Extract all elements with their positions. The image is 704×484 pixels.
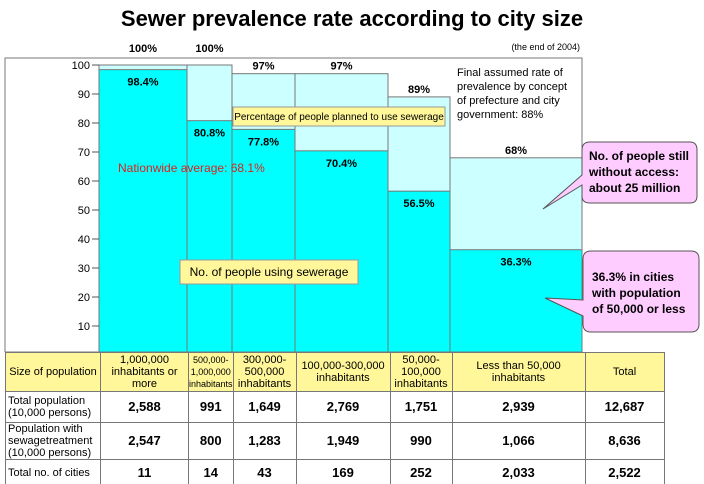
svg-text:with population: with population (591, 286, 681, 300)
table-row: Total no. of cities 11 14 43 169 252 2,0… (5, 459, 665, 484)
cell: 1,949 (295, 422, 391, 460)
y-tick-label: 100 (72, 60, 90, 72)
svg-text:without access:: without access: (588, 165, 679, 179)
y-tick-label: 70 (78, 147, 90, 159)
cell: 14 (188, 459, 234, 484)
header-cell: 100,000-300,000 inhabitants (295, 352, 391, 392)
cell: 12,687 (584, 391, 665, 423)
cell: 800 (188, 422, 234, 460)
sewer-chart: Sewer prevalence rate according to city … (4, 6, 700, 353)
cell: 1,066 (451, 422, 586, 460)
using-label: 70.4% (326, 158, 357, 170)
chart-subtitle: (the end of 2004) (511, 42, 580, 52)
header-cell: 300,000-500,000 inhabitants (232, 352, 297, 392)
cell: 43 (232, 459, 297, 484)
legend-using-box (179, 259, 359, 285)
cell: 2,522 (584, 459, 665, 484)
header-cell: 500,000-1,000,000 inhabitants (188, 352, 234, 392)
y-tick-label: 60 (78, 176, 90, 188)
cell: 2,547 (100, 422, 189, 460)
planned-label: 68% (505, 145, 527, 157)
using-label: 98.4% (127, 77, 158, 89)
cell: 990 (389, 422, 453, 460)
cell: 252 (389, 459, 453, 484)
legend-using: No. of people using sewerage (190, 265, 349, 279)
cell: 1,649 (232, 391, 297, 423)
data-table: Size of population 1,000,000 inhabitants… (5, 352, 665, 484)
cell: 2,769 (295, 391, 391, 423)
svg-text:No. of people still: No. of people still (589, 149, 689, 163)
row-label: Total population (10,000 persons) (5, 391, 101, 423)
y-tick-label: 80 (78, 118, 90, 130)
using-label: 56.5% (403, 198, 434, 210)
nationwide-average: Nationwide average: 68.1% (118, 161, 265, 175)
cell: 11 (100, 459, 189, 484)
table-header-row: Size of population 1,000,000 inhabitants… (5, 352, 665, 392)
planned-label: 97% (252, 61, 274, 73)
using-bar (186, 120, 233, 353)
cell: 1,751 (389, 391, 453, 423)
header-cell: Less than 50,000 inhabitants (451, 352, 586, 392)
table-row: Total population (10,000 persons) 2,588 … (5, 391, 665, 423)
cell: 169 (295, 459, 391, 484)
using-label: 80.8% (194, 128, 225, 140)
svg-text:of prefecture and city: of prefecture and city (457, 95, 560, 107)
callout-small-cities: 36.3% in cities with population of 50,00… (544, 250, 700, 333)
cell: 991 (188, 391, 234, 423)
y-tick-label: 90 (78, 89, 90, 101)
y-tick-label: 10 (78, 321, 90, 333)
svg-text:Final assumed rate of: Final assumed rate of (457, 67, 564, 79)
y-tick-label: 50 (78, 205, 90, 217)
planned-label: 100% (129, 43, 157, 55)
svg-text:government: 88%: government: 88% (457, 109, 543, 121)
y-tick-label: 40 (78, 234, 90, 246)
using-bar (98, 69, 188, 353)
header-cell: 50,000-100,000 inhabitants (389, 352, 453, 392)
using-label: 36.3% (500, 257, 531, 269)
legend-planned-box (232, 106, 446, 127)
planned-label: 97% (330, 61, 352, 73)
final-rate-note: Final assumed rate of prevalence by conc… (457, 67, 567, 121)
cell: 2,033 (451, 459, 586, 484)
cell: 1,283 (232, 422, 297, 460)
cell: 8,636 (584, 422, 665, 460)
chart-title: Sewer prevalence rate according to city … (121, 6, 583, 31)
using-bar (231, 128, 296, 353)
legend-planned: Percentage of people planned to use sewe… (234, 112, 444, 123)
svg-text:about 25 million: about 25 million (589, 181, 680, 195)
row-label: Population with sewagetreatment (10,000 … (5, 422, 101, 460)
y-tick-label: 30 (78, 263, 90, 275)
using-bar (387, 190, 451, 353)
cell: 2,588 (100, 391, 189, 423)
header-cell: 1,000,000 inhabitants or more (100, 352, 189, 392)
header-cell: Size of population (5, 352, 101, 392)
svg-text:of 50,000 or less: of 50,000 or less (592, 302, 686, 316)
using-label: 77.8% (248, 136, 279, 148)
y-tick-label: 20 (78, 292, 90, 304)
svg-text:prevalence by concept: prevalence by concept (457, 81, 567, 93)
using-bar (294, 150, 389, 353)
planned-label: 100% (195, 43, 223, 55)
svg-text:36.3% in cities: 36.3% in cities (592, 270, 674, 284)
cell: 2,939 (451, 391, 586, 423)
planned-label: 89% (408, 84, 430, 96)
table-row: Population with sewagetreatment (10,000 … (5, 422, 665, 460)
callout-without-access: No. of people still without access: abou… (542, 141, 698, 210)
row-label: Total no. of cities (5, 459, 101, 484)
header-cell: Total (584, 352, 665, 392)
